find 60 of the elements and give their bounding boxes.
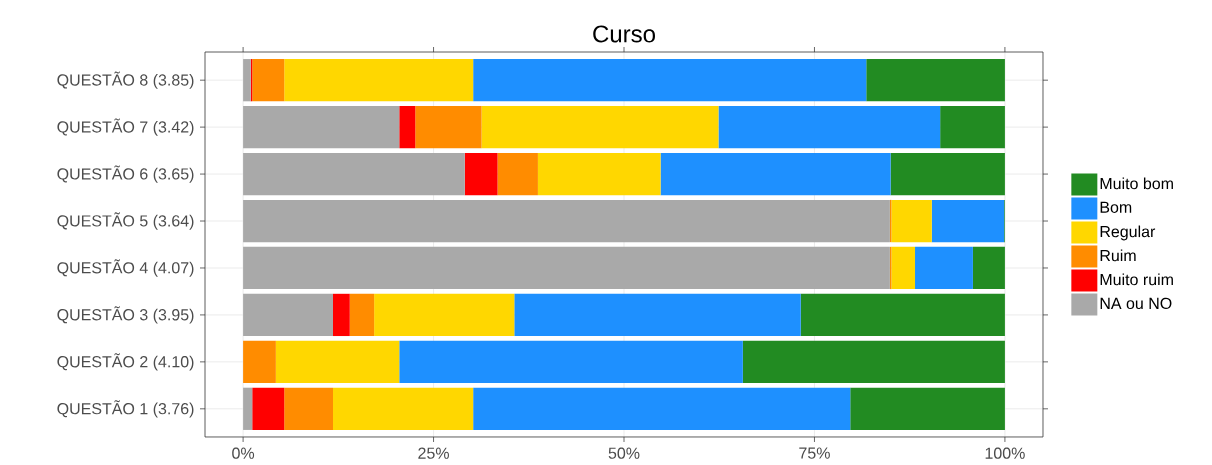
bar [243,152,465,196]
bar [243,246,890,290]
legend-label: Muito ruim [1100,273,1173,286]
legend-label: Bom [1100,201,1132,213]
bar [332,293,350,337]
bar [415,105,482,149]
y-tick-label: QUESTÃO 6 (3.65) [57,165,194,183]
bar [972,246,1005,290]
bar [890,152,1005,196]
bar [275,340,400,383]
bar [931,199,1005,243]
bar [243,340,276,383]
bar [399,340,743,383]
bar [718,105,941,149]
bar [284,59,474,102]
bar [660,152,891,196]
y-tick-label: QUESTÃO 3 (3.95) [57,306,194,324]
bar [374,293,515,337]
legend-label: Regular [1100,225,1156,241]
y-tick-label: QUESTÃO 4 (4.07) [57,259,194,277]
bar [473,59,867,102]
bar [891,246,916,290]
bar [850,387,1005,430]
legend-label: NA ou NO [1100,297,1172,310]
bar [243,199,890,243]
bar [243,105,400,149]
bar [891,199,932,243]
bar [940,105,1005,149]
bar [349,293,375,337]
legend-label: Muito bom [1100,177,1173,190]
bar [252,387,285,430]
bar [481,105,719,149]
bar [284,387,333,430]
legend-label: Ruim [1100,249,1136,262]
bar [243,59,251,102]
bar [243,387,253,430]
bar [497,152,538,196]
bar [800,293,1005,337]
y-tick-label: QUESTÃO 8 (3.85) [57,71,194,89]
bar [537,152,661,196]
bar [866,59,1005,102]
bar [243,293,333,337]
bar [464,152,498,196]
bar [252,59,285,102]
y-tick-label: QUESTÃO 1 (3.76) [57,400,194,418]
x-tick-label: 75% [799,447,830,459]
x-tick-label: 0% [232,447,255,459]
x-tick-label: 50% [608,447,640,459]
y-tick-label: QUESTÃO 2 (4.10) [57,353,194,371]
x-tick-label: 25% [418,447,449,459]
bar [915,246,973,290]
y-tick-label: QUESTÃO 5 (3.64) [57,212,194,230]
bar [473,387,851,430]
y-tick-label: QUESTÃO 7 (3.42) [57,118,194,136]
bar [514,293,801,337]
chart-title: Curso [593,25,655,43]
bar [742,340,1005,383]
bar [399,105,416,149]
x-tick-label: 100% [985,447,1025,459]
bar [332,387,474,430]
